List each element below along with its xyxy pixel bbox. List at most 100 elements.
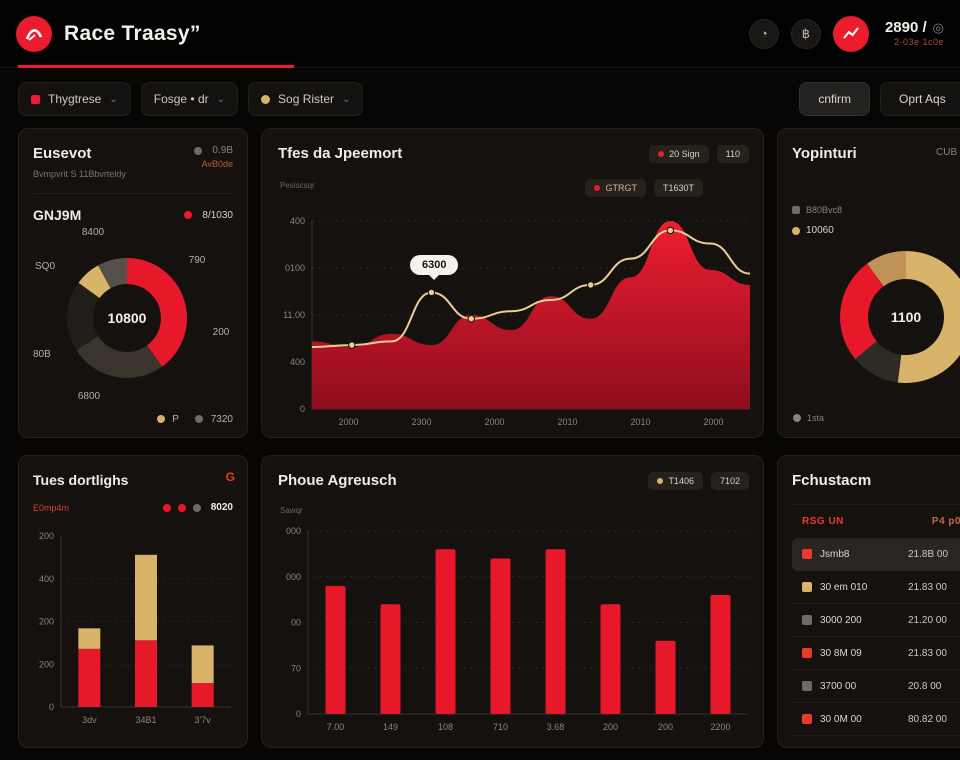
chart-tooltip: 6300	[410, 255, 459, 280]
trend-area-chart[interactable]: 400 0100 11.00 400 0 2000 2300 2000 2010 2010 2000	[272, 195, 758, 435]
red-square-icon	[31, 94, 40, 104]
table-row[interactable]: 30 8M 09 21.83 00	[792, 637, 960, 670]
card-title: Eusevot	[33, 145, 92, 162]
share-donut-chart[interactable]: 1100	[778, 215, 960, 415]
svg-text:200: 200	[39, 617, 54, 627]
svg-text:108: 108	[438, 722, 453, 732]
legend-label: E0mp4m	[33, 502, 70, 513]
svg-text:3.68: 3.68	[547, 722, 565, 732]
legend-item: 10060	[792, 225, 834, 236]
filter-label: Thygtrese	[48, 92, 102, 106]
table-row[interactable]: 30 0M 00 80.82 00	[792, 703, 960, 736]
table-row[interactable]: 30 em 010 21.83 00	[792, 571, 960, 604]
filter-label: Fosge • dr	[153, 92, 209, 106]
badge-label: T1406	[668, 476, 694, 486]
legend-label: 7320	[210, 414, 233, 425]
target-icon[interactable]: ◎	[932, 19, 944, 35]
row-marker-icon	[802, 549, 812, 559]
red-dot-icon	[594, 185, 601, 191]
overview-donut-chart[interactable]: 10800 8400 790 200 SQ0 80B 6800	[31, 213, 241, 413]
card-title: Phoue Agreusch	[278, 472, 397, 489]
badge-row: 20 Sign 110	[649, 145, 749, 163]
chevron-down-icon: ⌄	[216, 93, 226, 105]
currency-button[interactable]: ฿	[790, 18, 821, 49]
svg-text:0: 0	[300, 404, 305, 414]
card-table: Fchustacm ⋯ RSG UN P4 p0 Jsmb8 21.8B 00 …	[777, 455, 960, 748]
status-badge: T1406	[648, 472, 703, 490]
svg-text:790: 790	[189, 255, 206, 266]
row-label: 30 0M 00	[820, 713, 862, 725]
svg-text:0100: 0100	[285, 263, 305, 273]
svg-text:2000: 2000	[338, 417, 358, 427]
badge-label: 20 Sign	[669, 149, 700, 159]
row-label: 30 em 010	[820, 581, 868, 593]
row-label: 30 8M 09	[820, 647, 862, 659]
svg-text:400: 400	[39, 574, 54, 584]
svg-text:000: 000	[286, 526, 301, 536]
row-marker-icon	[802, 582, 812, 592]
card-meta: 0.9B AvB0de	[194, 145, 233, 169]
row-marker-icon	[802, 615, 812, 625]
status-badge: T1630T	[653, 179, 703, 197]
table-row[interactable]: 3000 200 21.20 00	[792, 604, 960, 637]
chart-line-icon	[843, 26, 859, 39]
badge-label: T1630T	[662, 183, 694, 193]
stats-icon: ◔	[760, 26, 768, 41]
app-logo[interactable]	[16, 15, 52, 52]
svg-text:10800: 10800	[108, 310, 147, 326]
active-tab-indicator	[18, 65, 294, 68]
filter-dropdown-type[interactable]: Thygtrese ⌄	[18, 82, 131, 116]
stacked-bar-chart[interactable]: 200 400 200 200 0 3dv 34B1 3'7v	[27, 522, 239, 732]
y-axis-caption: Sawqr	[280, 506, 303, 515]
meta-value: 0.9B	[212, 145, 233, 156]
card-share: Yopinturi CUB B80Bvc8 10060 1100 1sta	[777, 128, 960, 438]
svg-text:3'7v: 3'7v	[195, 715, 212, 725]
confirm-button[interactable]: cnfirm	[799, 82, 870, 116]
table-row[interactable]: 3700 00 20.8 00	[792, 670, 960, 703]
filter-dropdown-range[interactable]: Fosge • dr ⌄	[140, 82, 239, 116]
svg-text:34B1: 34B1	[135, 715, 156, 725]
chevron-down-icon: ⌄	[109, 93, 118, 105]
svg-text:0: 0	[49, 702, 54, 712]
svg-text:00: 00	[291, 618, 301, 628]
svg-text:400: 400	[290, 357, 305, 367]
account-summary: 2890 / ◎ 2-03e 1c0e	[885, 19, 944, 49]
top-actions: ◔ ฿ 2890 / ◎ 2-03e 1c0e	[748, 15, 944, 52]
options-button[interactable]: Oprt Aqs	[880, 82, 960, 116]
legend-value: 8020	[210, 502, 233, 513]
card-meta: CUB	[936, 147, 958, 158]
row-marker-icon	[802, 648, 812, 658]
column-header: P4 p0	[931, 516, 960, 527]
row-marker-icon	[802, 681, 812, 691]
stats-button[interactable]: ◔	[748, 18, 779, 49]
svg-text:SQ0: SQ0	[35, 261, 55, 272]
row-label: 3700 00	[820, 680, 857, 692]
card-title: Fchustacm	[792, 472, 872, 489]
svg-text:200: 200	[213, 327, 230, 338]
app-title: Race Traasy”	[64, 21, 201, 45]
gray-dot-icon	[192, 503, 201, 512]
section-value: 8/1030	[202, 209, 233, 221]
red-dot-icon	[658, 151, 665, 157]
chart-button[interactable]	[832, 15, 869, 52]
filter-dropdown-register[interactable]: Sog Rister ⌄	[248, 82, 364, 116]
svg-text:200: 200	[603, 722, 618, 732]
row-label: 3000 200	[820, 614, 862, 626]
table-row[interactable]: Jsmb8 21.8B 00	[792, 538, 960, 571]
gray-dot-icon	[793, 414, 801, 422]
row-label: Jsmb8	[820, 548, 850, 560]
gray-dot-icon	[194, 146, 203, 155]
svg-text:400: 400	[290, 216, 305, 226]
badge-label: GTRGT	[605, 183, 637, 193]
badge-label: 7102	[719, 476, 740, 486]
cards-grid: Eusevot 0.9B AvB0de Bvmpvrit S 11Bbvrtel…	[18, 128, 960, 748]
red-dot-icon	[184, 211, 193, 219]
row-value: 21.83 00	[908, 581, 947, 593]
section-title: GNJ9M	[33, 207, 82, 223]
card-action-icon[interactable]: G	[225, 470, 235, 484]
svg-text:2300: 2300	[411, 417, 431, 427]
svg-text:000: 000	[286, 572, 301, 582]
badge-row: GTRGT T1630T	[585, 179, 703, 197]
logo-swoosh-icon	[25, 28, 43, 41]
